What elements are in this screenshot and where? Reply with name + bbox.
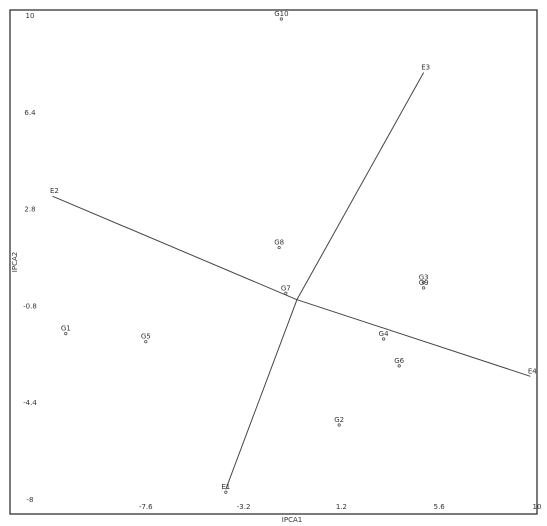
environment-label-e3: E3 <box>421 63 430 71</box>
point-label-g8: G8 <box>274 239 284 247</box>
x-tick-label: -7.6 <box>139 503 153 511</box>
point-label-g6: G6 <box>394 357 404 365</box>
x-axis-ticks: -7.6 -3.2 1.2 5.6 10 <box>139 503 541 511</box>
point-marker-g10 <box>279 17 283 21</box>
x-tick-label: 10 <box>533 503 542 511</box>
environment-vector-e2 <box>52 195 298 301</box>
y-tick-label: -4.4 <box>23 399 37 407</box>
point-label-g10: G10 <box>274 10 288 18</box>
x-tick-label: 1.2 <box>336 503 347 511</box>
point-marker-g7 <box>284 291 288 295</box>
y-tick-label: 10 <box>26 12 35 20</box>
point-marker-g5 <box>144 340 148 344</box>
x-tick-label: 5.6 <box>434 503 446 511</box>
point-label-g4: G4 <box>379 330 389 338</box>
environment-labels: E3 E2 E4 <box>50 63 537 375</box>
point-label-g3: G3 <box>419 274 429 282</box>
point-marker-g8 <box>277 245 281 250</box>
environment-label-e4: E4 <box>528 367 537 375</box>
environment-vectors <box>52 72 531 490</box>
point-marker-g3 <box>422 280 426 285</box>
point-marker-g4 <box>382 337 386 341</box>
point-label-g7: G7 <box>281 284 291 292</box>
point-label-g5: G5 <box>141 333 151 341</box>
point-marker-g1 <box>64 331 68 336</box>
plot-frame <box>9 9 538 515</box>
y-tick-label: 2.8 <box>24 206 35 214</box>
x-tick-label: -3.2 <box>237 503 251 511</box>
point-marker-e1 <box>224 490 228 494</box>
point-label-g1: G1 <box>61 325 71 333</box>
y-tick-label: -0.8 <box>23 302 37 310</box>
environment-vector-e3 <box>296 72 425 300</box>
point-marker-g2 <box>337 423 341 427</box>
y-tick-label: 6.4 <box>24 109 36 117</box>
point-label-g9: G9 <box>419 279 429 287</box>
x-axis-label: IPCA1 <box>282 516 302 524</box>
point-marker-g9 <box>422 286 426 290</box>
point-marker-g6 <box>397 364 401 368</box>
environment-vector-e4 <box>296 299 531 377</box>
point-label-e1: E1 <box>221 483 230 491</box>
point-label-g2: G2 <box>334 416 344 424</box>
environment-vector-e1 <box>225 299 298 490</box>
environment-label-e2: E2 <box>50 187 59 195</box>
y-tick-label: -8 <box>27 496 34 504</box>
y-axis-label: IPCA2 <box>11 252 19 272</box>
y-axis-ticks: -8 -4.4 -0.8 2.8 6.4 10 <box>23 12 37 504</box>
